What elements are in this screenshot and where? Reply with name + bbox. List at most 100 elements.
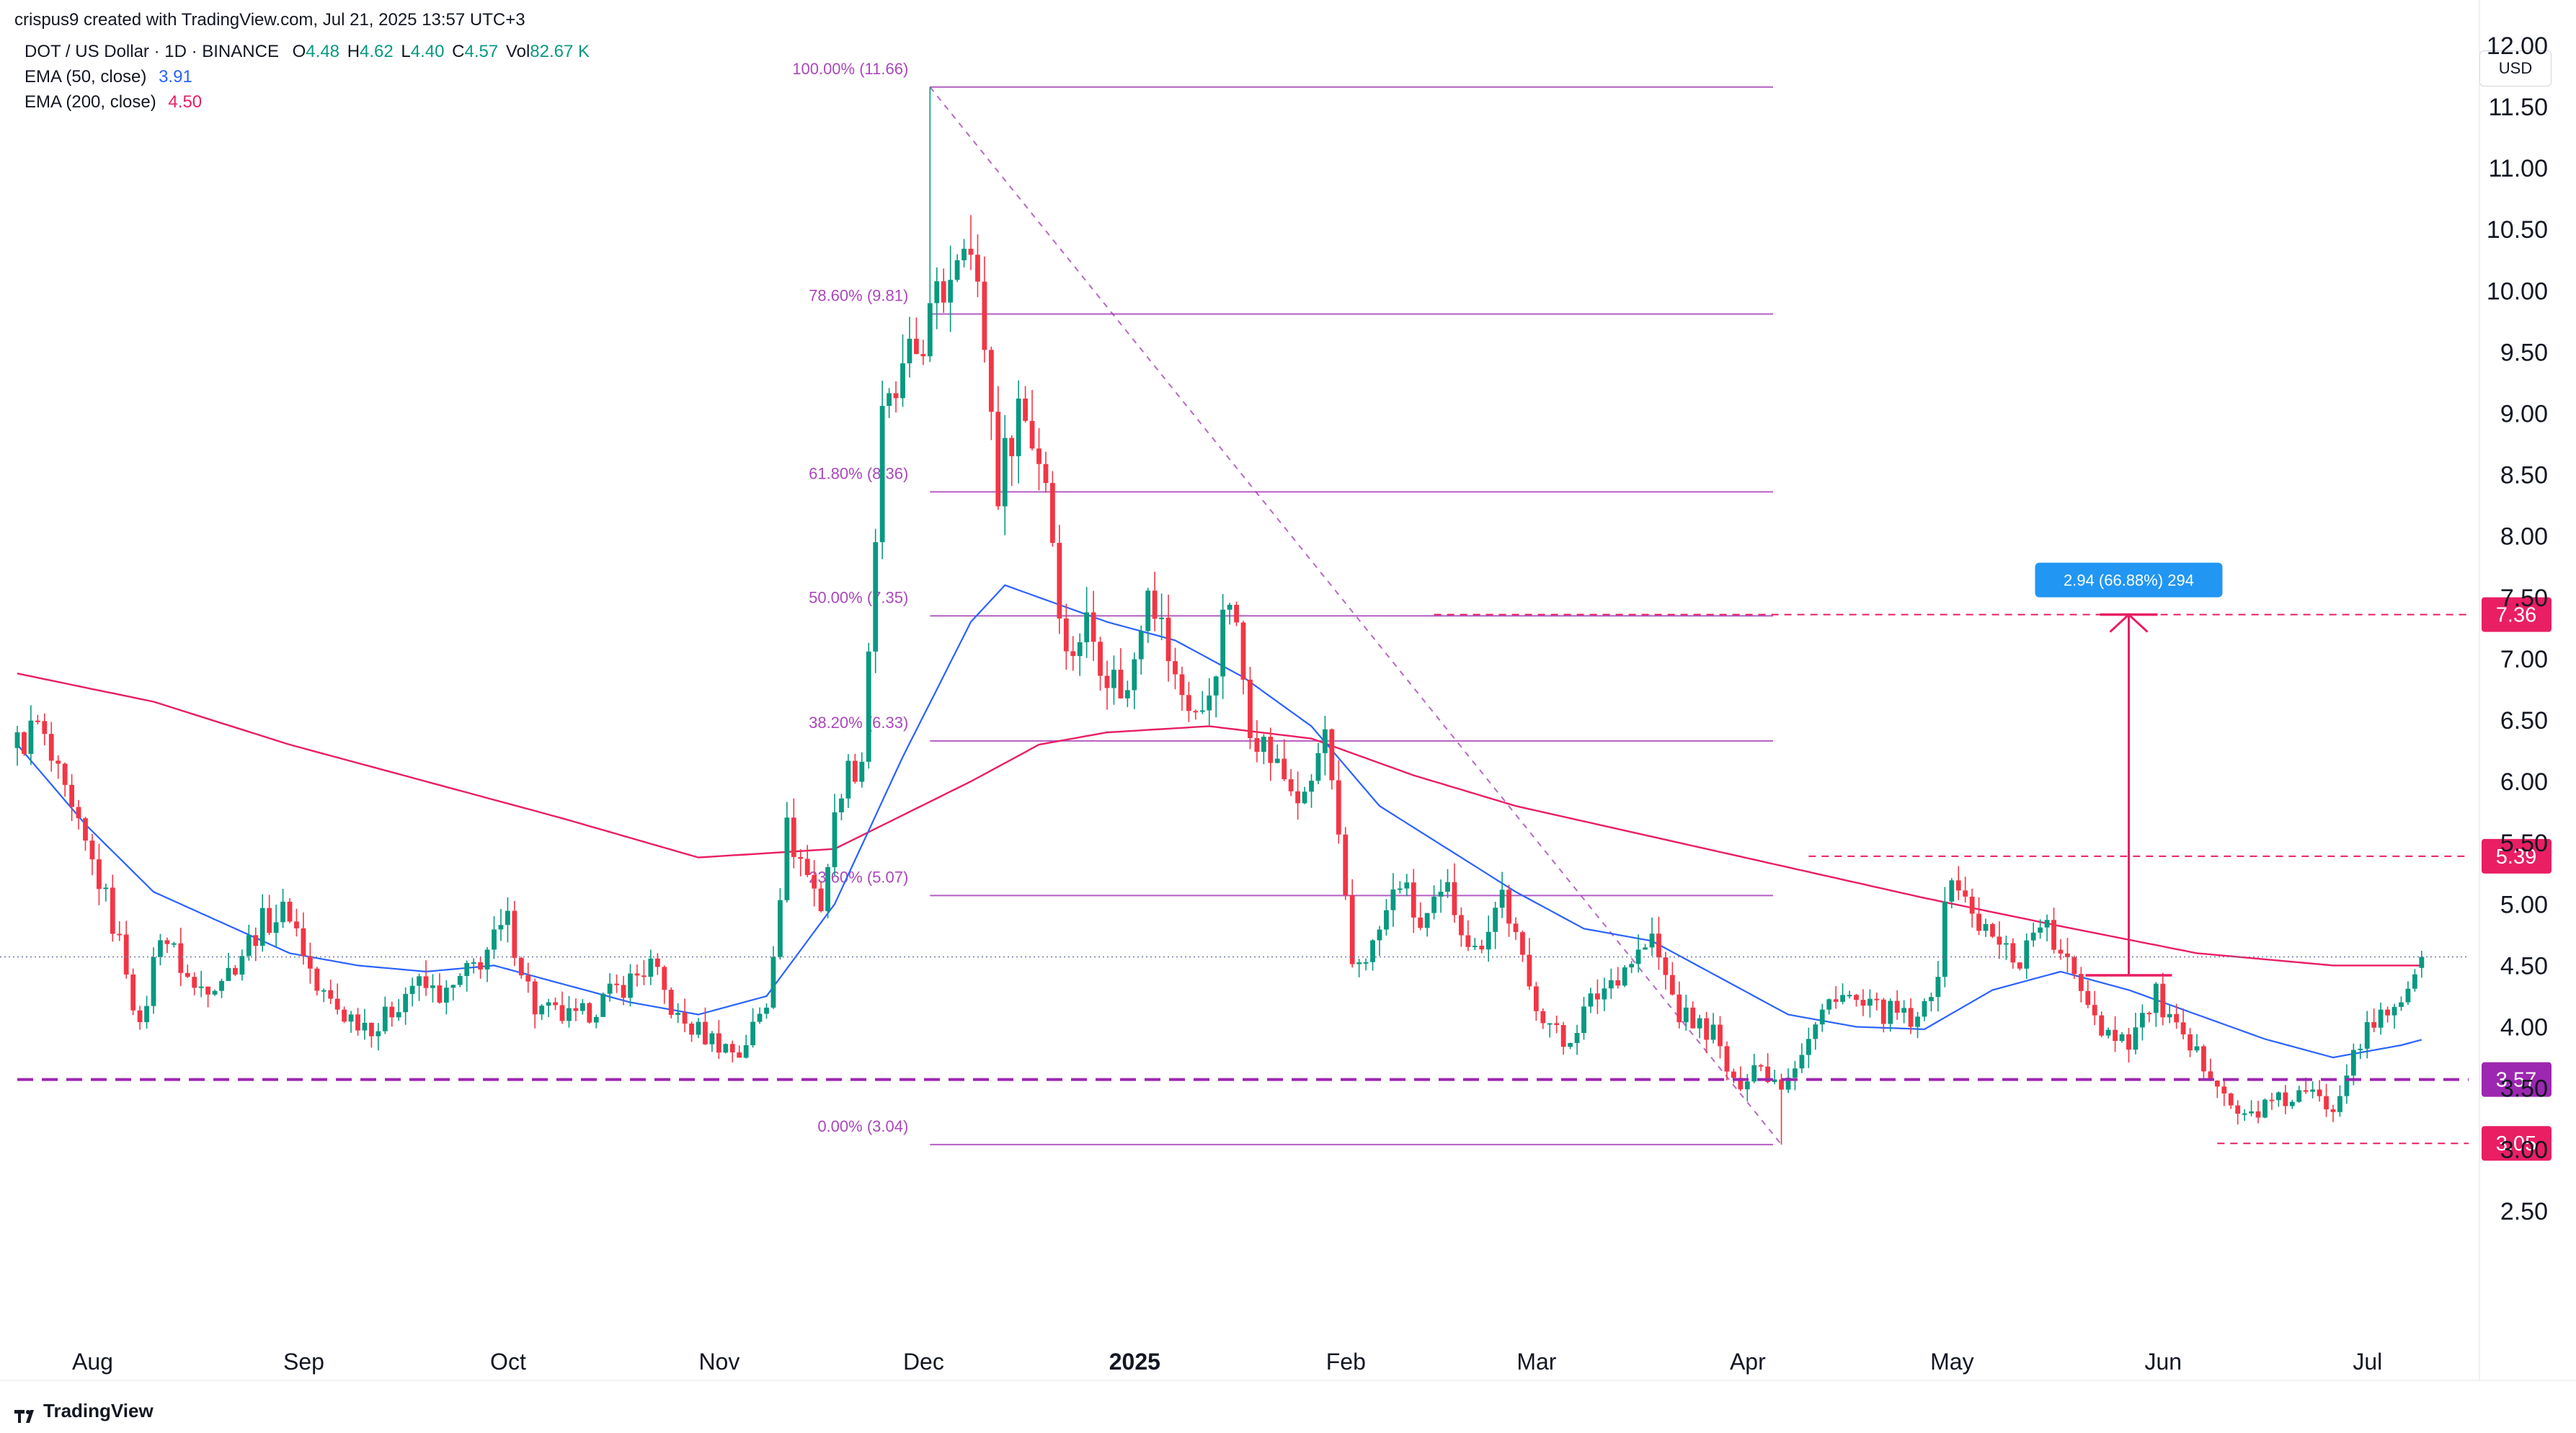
candle-body bbox=[593, 1016, 599, 1023]
candle-body bbox=[1479, 946, 1485, 950]
candle-body bbox=[1070, 651, 1076, 657]
candle-body bbox=[1390, 889, 1396, 910]
candle-body bbox=[1602, 988, 1607, 1000]
candle-body bbox=[1880, 999, 1886, 1024]
candle-body bbox=[362, 1022, 368, 1031]
y-axis: 2.50 3.00 3.50 4.00 4.50 5.00 5.50 6.00 6.50 7.00… bbox=[2487, 32, 2548, 1225]
ema50-legend[interactable]: EMA (50, close) 3.91 bbox=[25, 67, 192, 87]
tradingview-brand: TradingView bbox=[43, 1400, 154, 1421]
candle-body bbox=[729, 1044, 735, 1053]
candle-body bbox=[2030, 932, 2036, 941]
candle-body bbox=[723, 1044, 729, 1053]
candle-body bbox=[1485, 931, 1491, 950]
candle-body bbox=[450, 985, 456, 988]
fib-level-label: 61.80% (8.36) bbox=[809, 464, 908, 482]
candle-body bbox=[1874, 998, 1880, 1001]
candle-body bbox=[1615, 980, 1621, 986]
candle-body bbox=[1179, 674, 1185, 696]
candle-body bbox=[1744, 1081, 1750, 1090]
created-by: crispus9 created with TradingView.com, J… bbox=[14, 10, 525, 30]
candle-body bbox=[689, 1024, 694, 1035]
candle-body bbox=[2078, 974, 2084, 991]
candle-body bbox=[355, 1014, 360, 1031]
candle-body bbox=[559, 1005, 565, 1021]
price-level-badge bbox=[2482, 1062, 2551, 1097]
candle-body bbox=[1772, 1079, 1777, 1083]
candle-body bbox=[757, 1013, 763, 1022]
candle-body bbox=[1118, 670, 1124, 698]
candle-body bbox=[975, 254, 980, 282]
candle-body bbox=[1023, 398, 1028, 421]
candle-body bbox=[2228, 1093, 2234, 1106]
measure-arrow-head bbox=[2109, 613, 2149, 633]
candle-body bbox=[2317, 1089, 2322, 1096]
candle-body bbox=[668, 990, 674, 1015]
candle-body bbox=[954, 260, 960, 280]
y-tick-label: 8.00 bbox=[2500, 523, 2548, 551]
symbol-legend[interactable]: DOT / US Dollar · 1D · BINANCE O4.48 H4.… bbox=[25, 42, 590, 62]
candle-body bbox=[457, 976, 463, 985]
candle-body bbox=[1104, 675, 1110, 688]
candle-body bbox=[1588, 993, 1594, 1007]
candle-body bbox=[2399, 1002, 2404, 1007]
candle-body bbox=[1976, 913, 1981, 931]
ema50-label: EMA (50, close) bbox=[25, 67, 147, 86]
candle-body bbox=[1315, 753, 1321, 781]
candle-body bbox=[1554, 1023, 1560, 1026]
candle-body bbox=[253, 935, 259, 946]
candle-body bbox=[1949, 880, 1955, 902]
y-tick-label: 12.00 bbox=[2487, 32, 2548, 60]
candle-body bbox=[1935, 977, 1941, 998]
candle-body bbox=[1915, 1016, 1920, 1027]
candle-body bbox=[2113, 1029, 2118, 1042]
candle-body bbox=[804, 859, 810, 875]
candle-body bbox=[518, 957, 524, 976]
candle-body bbox=[430, 985, 435, 988]
candle-body bbox=[2024, 940, 2030, 969]
candle-body bbox=[334, 998, 340, 1010]
candle-body bbox=[2044, 920, 2050, 928]
candle-body bbox=[1840, 995, 1845, 1002]
candle-body bbox=[103, 887, 109, 889]
candle-body bbox=[2255, 1111, 2261, 1118]
candle-body bbox=[2296, 1090, 2302, 1102]
candle-body bbox=[2214, 1081, 2220, 1087]
candle-body bbox=[1438, 892, 1444, 897]
y-tick-label: 2.50 bbox=[2500, 1198, 2548, 1225]
candle-body bbox=[2371, 1021, 2377, 1028]
candle-body bbox=[130, 974, 136, 1011]
candle-body bbox=[137, 1010, 143, 1023]
candle-body bbox=[1656, 933, 1661, 958]
candle-body bbox=[791, 817, 796, 857]
candle-body bbox=[198, 986, 204, 988]
candle-body bbox=[1145, 590, 1151, 631]
candle-body bbox=[62, 763, 68, 785]
candle-body bbox=[1050, 483, 1055, 544]
candle-body bbox=[1574, 1033, 1580, 1044]
candle-body bbox=[2174, 1013, 2180, 1023]
ohlc-close: C4.57 bbox=[452, 42, 499, 61]
candle-body bbox=[770, 957, 776, 1008]
ema200-label: EMA (200, close) bbox=[25, 92, 156, 112]
candle-body bbox=[703, 1021, 708, 1044]
candle-body bbox=[879, 406, 885, 543]
candle-body bbox=[1227, 605, 1233, 610]
candle-body bbox=[1955, 880, 1961, 891]
tradingview-logo[interactable]: TradingView bbox=[14, 1400, 154, 1424]
fib-trend-line bbox=[929, 86, 1782, 1145]
candle-body bbox=[1643, 947, 1648, 950]
candle-body bbox=[2330, 1109, 2336, 1112]
measure-badge bbox=[2035, 562, 2223, 598]
measure-tool: 2.94 (66.88%) 294 bbox=[2035, 562, 2223, 977]
candle-body bbox=[246, 935, 252, 957]
candle-body bbox=[259, 908, 265, 946]
price-level-badge bbox=[2482, 597, 2551, 632]
candle-body bbox=[2344, 1075, 2350, 1096]
candle-body bbox=[2099, 1015, 2105, 1036]
candle-body bbox=[1009, 438, 1015, 456]
candle-body bbox=[1459, 915, 1464, 936]
candle-body bbox=[1963, 890, 1968, 897]
ema200-legend[interactable]: EMA (200, close) 4.50 bbox=[25, 92, 202, 112]
candle-body bbox=[1833, 999, 1839, 1002]
